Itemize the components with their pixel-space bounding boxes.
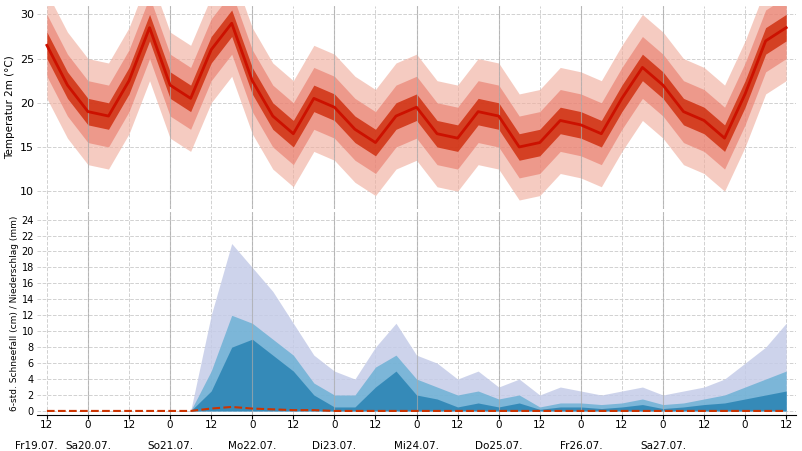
Text: Mi24.07.: Mi24.07. (394, 442, 439, 451)
Text: Fr26.07.: Fr26.07. (560, 442, 602, 451)
Text: So21.07.: So21.07. (147, 442, 193, 451)
Text: Di23.07.: Di23.07. (312, 442, 356, 451)
Text: Sa27.07.: Sa27.07. (640, 442, 686, 451)
Text: Mo22.07.: Mo22.07. (228, 442, 277, 451)
Y-axis label: 6-std. Schneefall (cm) / Niederschlag (mm): 6-std. Schneefall (cm) / Niederschlag (m… (10, 216, 18, 411)
Text: Sa20.07.: Sa20.07. (65, 442, 111, 451)
Y-axis label: Temperatur 2m (°C): Temperatur 2m (°C) (6, 55, 15, 159)
Text: Do25.07.: Do25.07. (475, 442, 522, 451)
Text: Fr19.07.: Fr19.07. (15, 442, 58, 451)
